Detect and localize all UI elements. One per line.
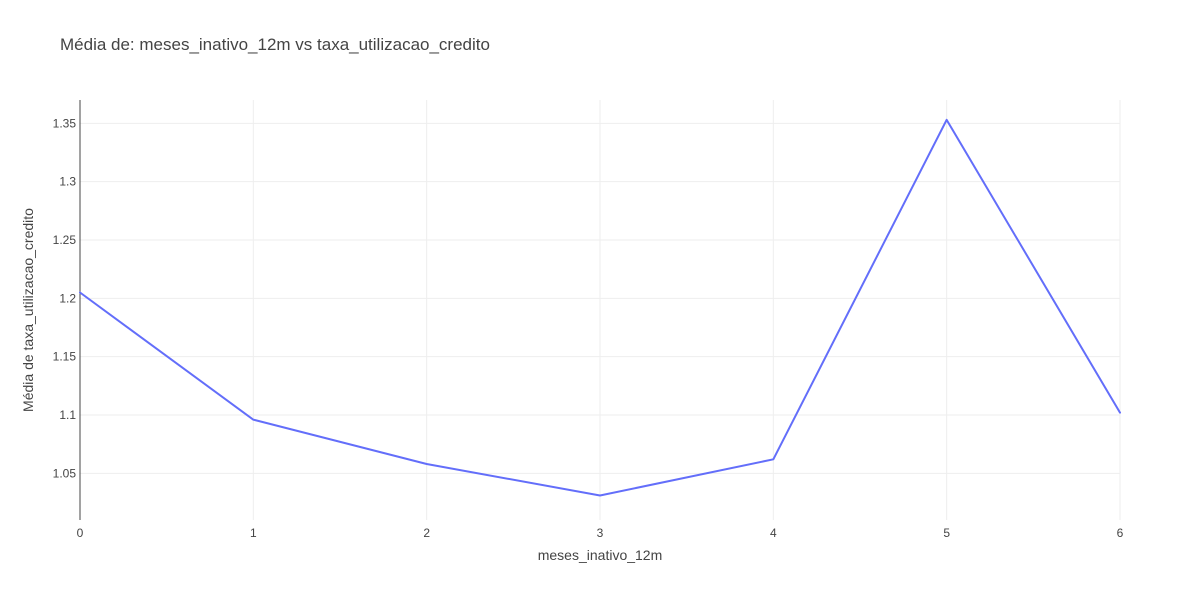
data-point[interactable]	[77, 290, 83, 296]
data-point[interactable]	[250, 417, 256, 423]
data-point[interactable]	[944, 117, 950, 123]
y-axis-title: Média de taxa_utilizacao_credito	[20, 208, 36, 412]
y-tick-label: 1.15	[53, 350, 77, 364]
x-tick-label: 4	[770, 526, 777, 540]
x-tick-label: 0	[77, 526, 84, 540]
y-tick-label: 1.25	[53, 233, 77, 247]
tick-labels: 0 1 2 3 4 5 6 1.05 1.1 1.15 1.2 1.25 1.3 1.35	[53, 116, 1124, 540]
data-point[interactable]	[424, 461, 430, 467]
data-point[interactable]	[1117, 410, 1123, 416]
y-tick-label: 1.2	[59, 291, 76, 305]
grid	[79, 100, 1121, 520]
series-layer	[77, 117, 1123, 499]
x-tick-label: 2	[423, 526, 430, 540]
series-line	[79, 118, 1121, 497]
y-tick-label: 1.3	[59, 175, 76, 189]
data-point[interactable]	[770, 456, 776, 462]
y-tick-label: 1.05	[53, 466, 77, 480]
x-tick-label: 5	[943, 526, 950, 540]
data-point[interactable]	[597, 493, 603, 499]
x-tick-label: 3	[597, 526, 604, 540]
y-tick-label: 1.35	[53, 116, 77, 130]
chart-title: Média de: meses_inativo_12m vs taxa_util…	[60, 35, 490, 54]
x-axis-title: meses_inativo_12m	[538, 547, 663, 563]
y-tick-label: 1.1	[59, 408, 76, 422]
x-tick-label: 1	[250, 526, 257, 540]
x-tick-label: 6	[1117, 526, 1124, 540]
